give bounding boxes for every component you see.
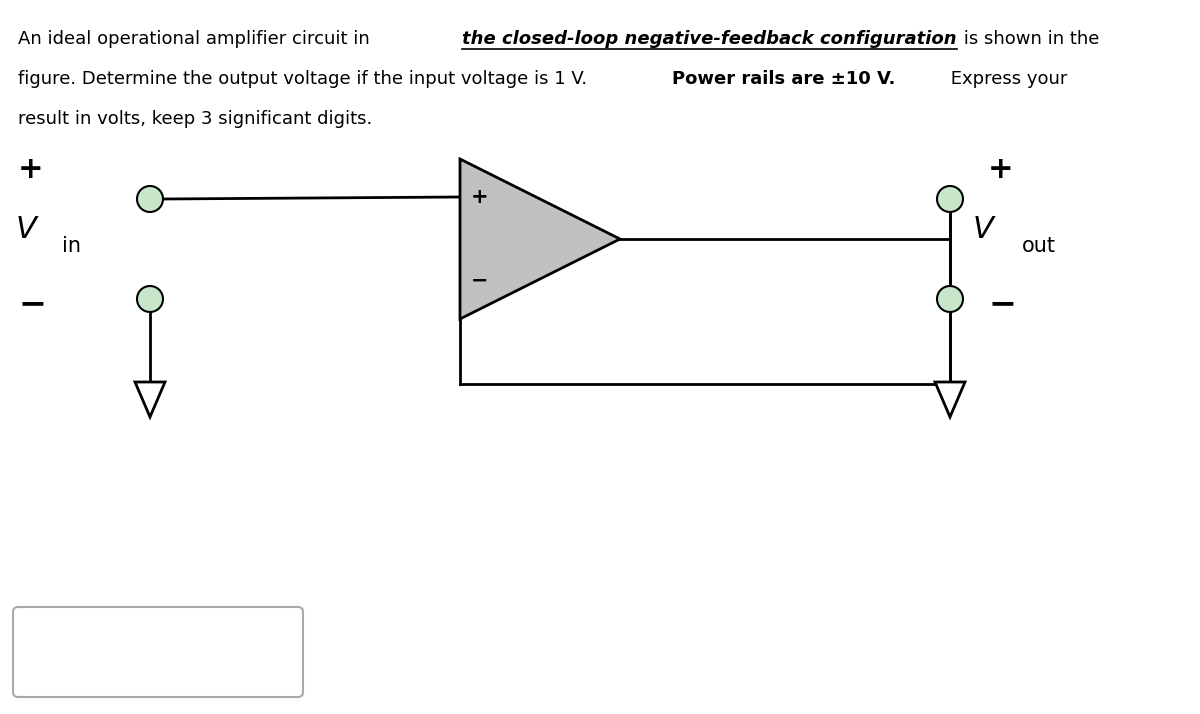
Text: in: in	[62, 236, 82, 256]
Circle shape	[137, 286, 163, 312]
Text: −: −	[18, 288, 46, 321]
Text: +: +	[988, 154, 1014, 183]
Text: +: +	[472, 187, 488, 207]
Text: the closed-loop negative-feedback configuration: the closed-loop negative-feedback config…	[462, 30, 956, 48]
Text: $V$: $V$	[972, 214, 997, 243]
Polygon shape	[460, 159, 620, 319]
Text: result in volts, keep 3 significant digits.: result in volts, keep 3 significant digi…	[18, 110, 372, 128]
Text: Power rails are ±10 V.: Power rails are ±10 V.	[672, 70, 895, 88]
Polygon shape	[935, 382, 965, 417]
Text: An ideal operational amplifier circuit in: An ideal operational amplifier circuit i…	[18, 30, 376, 48]
Circle shape	[937, 186, 964, 212]
Text: figure. Determine the output voltage if the input voltage is 1 V.: figure. Determine the output voltage if …	[18, 70, 593, 88]
Text: −: −	[988, 288, 1016, 321]
Text: $V$: $V$	[14, 214, 40, 243]
Text: is shown in the: is shown in the	[958, 30, 1099, 48]
Circle shape	[137, 186, 163, 212]
Text: out: out	[1022, 236, 1056, 256]
FancyBboxPatch shape	[13, 607, 302, 697]
Text: Express your: Express your	[946, 70, 1067, 88]
Circle shape	[937, 286, 964, 312]
Text: −: −	[472, 271, 488, 291]
Text: +: +	[18, 154, 43, 183]
Polygon shape	[134, 382, 166, 417]
